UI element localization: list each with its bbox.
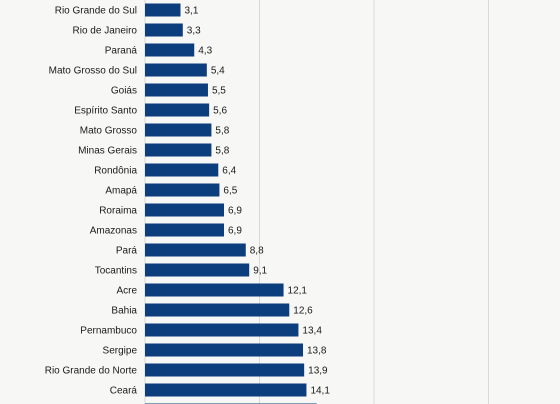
bar-10	[145, 203, 225, 217]
category-label-13: Tocantins	[95, 266, 137, 277]
value-label-2: 4,3	[198, 46, 212, 57]
bar-7	[145, 143, 212, 157]
category-label-0: Rio Grande do Sul	[55, 6, 137, 17]
category-label-5: Espírito Santo	[74, 106, 137, 117]
value-label-12: 8,8	[250, 246, 264, 257]
bar-2	[145, 43, 195, 57]
category-label-7: Minas Gerais	[78, 146, 137, 157]
category-label-8: Rondônia	[94, 166, 137, 177]
value-label-16: 13,4	[302, 326, 322, 337]
bar-18	[145, 363, 305, 377]
value-label-4: 5,5	[212, 86, 226, 97]
category-label-3: Mato Grosso do Sul	[49, 66, 137, 77]
bar-5	[145, 103, 210, 117]
value-label-10: 6,9	[228, 206, 242, 217]
category-label-4: Goiás	[111, 86, 137, 97]
bar-17	[145, 343, 304, 357]
value-label-7: 5,8	[215, 146, 229, 157]
bars	[145, 3, 317, 404]
gridlines	[144, 0, 489, 404]
category-label-17: Sergipe	[103, 346, 138, 357]
bar-3	[145, 63, 207, 77]
bar-8	[145, 163, 219, 177]
category-label-10: Roraima	[99, 206, 137, 217]
value-label-13: 9,1	[253, 266, 267, 277]
value-label-19: 14,1	[310, 386, 330, 397]
category-labels: Rio Grande do Sul Rio de Janeiro Paraná Mat…	[45, 6, 138, 397]
category-label-15: Bahia	[111, 306, 137, 317]
bar-1	[145, 23, 183, 37]
value-label-8: 6,4	[222, 166, 236, 177]
value-label-0: 3,1	[184, 6, 198, 17]
value-label-14: 12,1	[288, 286, 308, 297]
bar-6	[145, 123, 212, 137]
value-label-17: 13,8	[307, 346, 327, 357]
category-label-2: Paraná	[105, 46, 138, 57]
value-label-6: 5,8	[215, 126, 229, 137]
bar-0	[145, 3, 181, 17]
category-label-18: Rio Grande do Norte	[45, 366, 138, 377]
bar-12	[145, 243, 246, 257]
category-label-11: Amazonas	[90, 226, 137, 237]
category-label-19: Ceará	[110, 386, 138, 397]
bar-14	[145, 283, 284, 297]
value-label-5: 5,6	[213, 106, 227, 117]
category-label-6: Mato Grosso	[80, 126, 138, 137]
value-label-15: 12,6	[293, 306, 313, 317]
bar-16	[145, 323, 299, 337]
value-label-3: 5,4	[211, 66, 225, 77]
bar-4	[145, 83, 208, 97]
value-label-18: 13,9	[308, 366, 328, 377]
bar-13	[145, 263, 250, 277]
category-label-9: Amapá	[105, 186, 137, 197]
bar-15	[145, 303, 290, 317]
category-label-16: Pernambuco	[80, 326, 137, 337]
value-labels: 3,1 3,3 4,3 5,4 5,5 5,6 5,8 5,8 6,4 6,5 6,9 6,9 8,8 9…	[184, 6, 330, 397]
category-label-1: Rio de Janeiro	[73, 26, 138, 37]
value-label-1: 3,3	[187, 26, 201, 37]
bar-19	[145, 383, 307, 397]
category-label-12: Pará	[116, 246, 138, 257]
bar-9	[145, 183, 220, 197]
bar-11	[145, 223, 225, 237]
value-label-11: 6,9	[228, 226, 242, 237]
value-label-9: 6,5	[223, 186, 237, 197]
category-label-14: Acre	[116, 286, 137, 297]
